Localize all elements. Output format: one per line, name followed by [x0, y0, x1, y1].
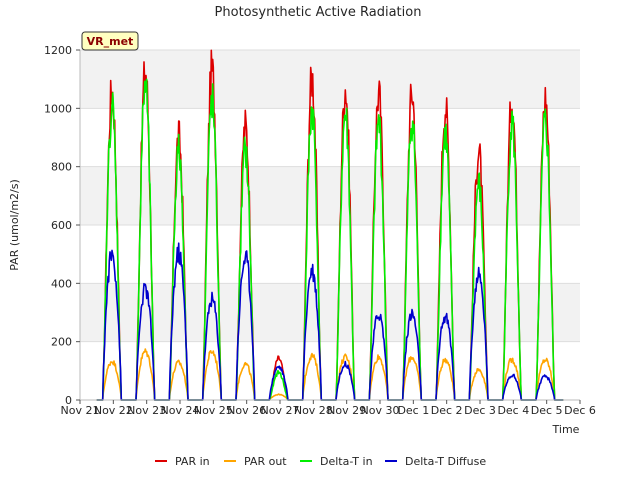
x-tick-label: Dec 1: [397, 404, 429, 417]
vr-met-badge-box: [81, 31, 139, 51]
grid-band: [80, 50, 580, 109]
x-tick-label: Nov 22: [94, 404, 133, 417]
grid-band: [80, 283, 580, 342]
x-tick-label: Dec 2: [431, 404, 463, 417]
x-tick-label: Nov 27: [261, 404, 300, 417]
y-tick-label: 0: [65, 394, 72, 407]
legend-label: PAR in: [175, 455, 210, 468]
x-tick-label: Nov 23: [127, 404, 166, 417]
chart-title: Photosynthetic Active Radiation: [215, 5, 422, 20]
vr-met-badge-label: VR_met: [87, 35, 134, 48]
y-tick-label: 600: [51, 219, 72, 232]
x-tick-label: Nov 28: [294, 404, 333, 417]
x-tick-label: Nov 29: [327, 404, 366, 417]
y-tick-label: 1000: [44, 102, 72, 115]
x-tick-label: Dec 5: [531, 404, 563, 417]
y-tick-label: 200: [51, 336, 72, 349]
grid-bands: [80, 50, 580, 342]
x-tick-label: Dec 4: [497, 404, 529, 417]
legend: PAR in PAR out Delta-T in Delta-T Diffuse: [155, 455, 486, 468]
x-tick-label: Nov 24: [161, 404, 200, 417]
legend-label: PAR out: [244, 455, 287, 468]
legend-label: Delta-T in: [320, 455, 373, 468]
y-tick-label: 800: [51, 161, 72, 174]
legend-label: Delta-T Diffuse: [405, 455, 486, 468]
vr-met-badge: VR_met: [81, 31, 139, 51]
x-tick-label: Nov 21: [61, 404, 100, 417]
x-tick-label: Nov 25: [194, 404, 233, 417]
y-axis-label: PAR (umol/m2/s): [8, 179, 21, 271]
y-tick-label: 400: [51, 277, 72, 290]
y-ticks: 0 200 400 600 800 1000 1200: [44, 44, 80, 407]
x-tick-label: Dec 3: [464, 404, 496, 417]
x-tick-label: Dec 6: [564, 404, 596, 417]
x-tick-label: Nov 30: [361, 404, 400, 417]
grid-band: [80, 166, 580, 225]
y-tick-label: 1200: [44, 44, 72, 57]
x-tick-label: Nov 26: [227, 404, 266, 417]
x-axis-label: Time: [552, 423, 580, 436]
